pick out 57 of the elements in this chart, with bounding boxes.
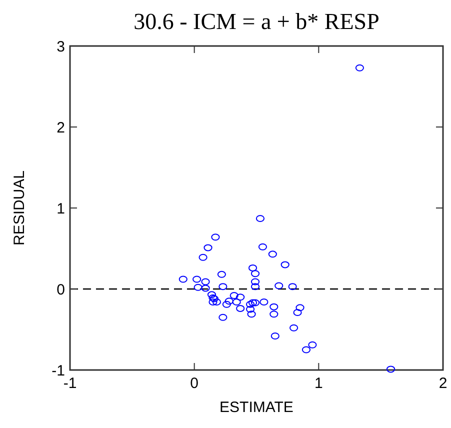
point — [250, 299, 260, 306]
point — [236, 304, 245, 312]
x-axis-title: ESTIMATE — [220, 399, 294, 416]
point — [270, 310, 278, 318]
point — [248, 264, 258, 272]
y-tick-label: -1 — [52, 362, 65, 380]
point — [194, 284, 202, 291]
y-axis-title: RESIDUAL — [11, 170, 28, 246]
point — [192, 276, 202, 283]
point — [247, 310, 256, 318]
y-tick-label: 2 — [56, 119, 65, 136]
point — [296, 304, 304, 312]
point — [274, 282, 284, 290]
point — [290, 324, 298, 332]
point — [218, 314, 228, 321]
point — [246, 300, 255, 308]
point — [386, 366, 396, 373]
point — [212, 298, 222, 306]
point — [208, 298, 218, 306]
point — [217, 270, 226, 278]
point — [260, 298, 268, 306]
point — [236, 294, 245, 301]
x-tick-label: 0 — [190, 375, 199, 392]
point — [224, 298, 234, 305]
point — [201, 284, 210, 292]
point — [280, 261, 290, 268]
point — [207, 291, 216, 298]
point — [204, 244, 212, 252]
point — [230, 292, 238, 299]
point — [256, 215, 265, 222]
point — [232, 298, 241, 306]
y-tick-label: 0 — [56, 281, 65, 298]
y-tick-label: 3 — [56, 38, 65, 56]
point — [250, 278, 260, 286]
point — [218, 283, 228, 290]
point — [246, 306, 255, 313]
point — [258, 243, 268, 250]
point — [268, 250, 277, 258]
y-tick-label: 1 — [56, 200, 65, 218]
point — [201, 278, 210, 286]
point — [288, 283, 297, 290]
chart-title: 30.6 - ICM = a + b* RESP — [134, 9, 380, 34]
x-tick-label: 2 — [438, 375, 448, 392]
point — [355, 64, 364, 72]
point — [222, 300, 231, 308]
point — [248, 299, 258, 306]
point — [198, 254, 208, 261]
point — [250, 270, 260, 278]
point — [250, 283, 260, 290]
point — [308, 341, 317, 348]
point — [302, 346, 311, 354]
x-tick-label: 1 — [314, 375, 323, 392]
point — [270, 332, 280, 340]
point — [211, 234, 220, 241]
point — [178, 276, 188, 283]
point — [293, 308, 302, 316]
point — [270, 303, 278, 310]
